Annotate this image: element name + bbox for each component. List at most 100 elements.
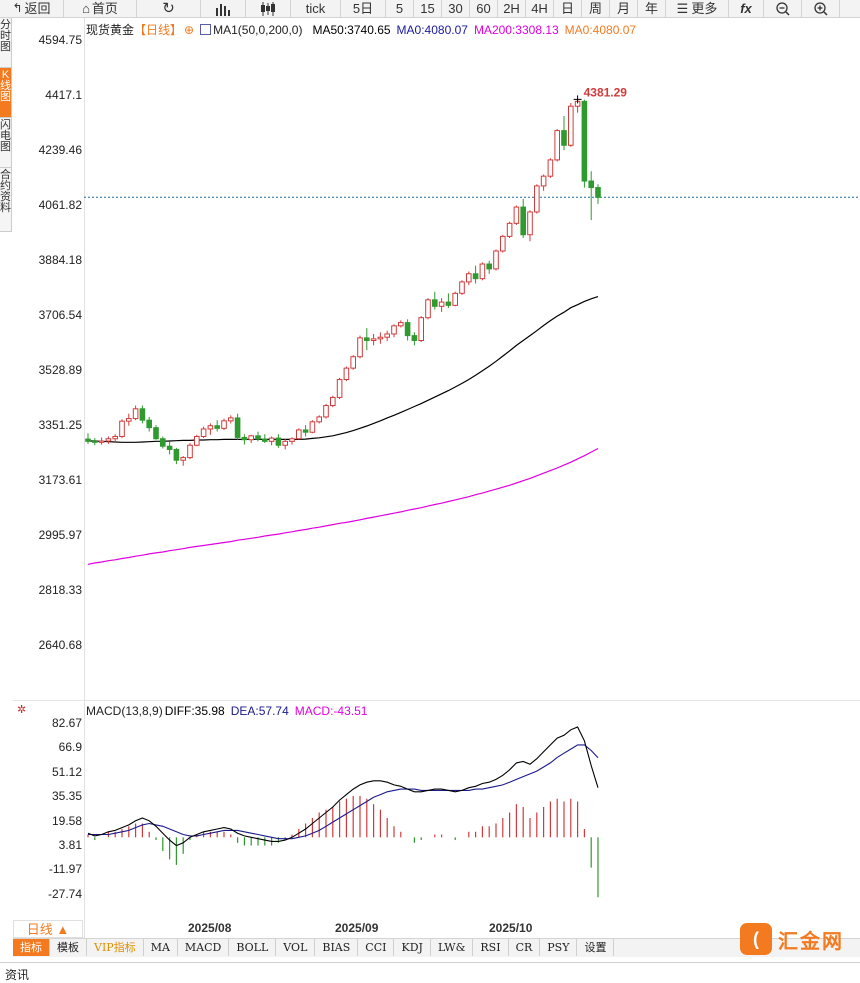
price-tick: 2995.97 — [38, 528, 82, 542]
x-label-aug: 2025/08 — [188, 921, 232, 935]
side-view-switcher: 分时图 K线图 闪电图 合约资料 — [0, 18, 13, 232]
candle-body — [425, 299, 431, 319]
add-indicator-icon[interactable]: ⊕ — [184, 23, 195, 37]
candle-body — [493, 250, 499, 270]
period-60[interactable]: 60 — [470, 0, 498, 17]
zoom-out-icon — [775, 1, 790, 16]
sidebar-item-kline[interactable]: K线图 — [0, 68, 12, 118]
candle-body — [364, 337, 370, 341]
period-tag: 【日线】 — [134, 23, 183, 37]
price-tick: 4061.82 — [38, 198, 82, 212]
tab-boll[interactable]: BOLL — [229, 939, 277, 956]
formula-button[interactable]: fx — [729, 0, 764, 17]
chart-header: 现货黄金【日线】 ⊕ MA1(50,0,200,0) MA50:3740.65 MA0:… — [86, 21, 642, 38]
candle-body — [513, 206, 520, 224]
tab-ma[interactable]: MA — [144, 939, 178, 956]
brand-logo: ( 汇金网 — [740, 922, 852, 956]
menu-icon: ☰ — [676, 1, 689, 16]
candle-body — [187, 444, 193, 459]
price-tick: 3351.25 — [38, 418, 82, 432]
period-week[interactable]: 周 — [582, 0, 610, 17]
macd-tick: 19.58 — [51, 814, 82, 828]
x-label-oct: 2025/10 — [489, 921, 533, 935]
ma-indicator-name[interactable]: MA1(50,0,200,0) — [200, 23, 308, 37]
period-day[interactable]: 日 — [554, 0, 582, 17]
candle-body — [262, 438, 268, 442]
price-tick: 2640.68 — [38, 638, 82, 652]
macd-tick: 66.9 — [58, 740, 82, 754]
refresh-button[interactable]: ↻ — [137, 0, 201, 17]
period-month[interactable]: 月 — [610, 0, 638, 17]
period-2h[interactable]: 2H — [498, 0, 526, 17]
candle-body — [112, 435, 119, 440]
candle-body — [275, 437, 282, 446]
home-icon: ⌂ — [82, 1, 90, 16]
candle-body — [323, 405, 329, 418]
tab-macd[interactable]: MACD — [178, 939, 230, 956]
candle-body — [180, 457, 186, 461]
back-button[interactable]: ↰ 返回 — [0, 0, 64, 17]
macd-settings-icon[interactable]: ✲ — [17, 704, 27, 716]
back-arrow-icon: ↰ — [12, 1, 23, 15]
candle-body — [207, 425, 214, 430]
sidebar-item-timeshare[interactable]: 分时图 — [0, 18, 12, 68]
candlestick-icon — [261, 1, 275, 16]
candle-body — [316, 416, 322, 423]
period-4h[interactable]: 4H — [526, 0, 554, 17]
candle-body — [561, 130, 567, 146]
sidebar-item-flash[interactable]: 闪电图 — [0, 118, 12, 168]
candle-body — [336, 379, 343, 398]
period-year[interactable]: 年 — [638, 0, 666, 17]
candle-body — [520, 206, 527, 236]
macd-header: MACD(13,8,9) DIFF:35.98 DEA:57.74 MACD:-43.… — [86, 704, 373, 718]
ma50-line — [88, 296, 599, 443]
candle-body — [173, 448, 180, 461]
candle-body — [166, 445, 173, 450]
candlestick-button[interactable] — [246, 0, 291, 17]
tab-lw[interactable]: LW& — [431, 939, 474, 956]
bar-chart-button[interactable] — [201, 0, 246, 17]
tab-kdj[interactable]: KDJ — [394, 939, 431, 956]
sidebar-item-contract[interactable]: 合约资料 — [0, 168, 12, 232]
news-tab[interactable]: 资讯 — [5, 968, 30, 982]
tab-vol[interactable]: VOL — [276, 939, 316, 956]
period-15[interactable]: 15 — [414, 0, 442, 17]
tab-cci[interactable]: CCI — [358, 939, 395, 956]
candle-body — [214, 425, 220, 429]
tab-vip[interactable]: VIP指标 — [87, 939, 144, 956]
toolbar: ↰ 返回 ⌂ 首页 ↻ tick 5日 5 15 30 60 2H 4H 日 周 月… — [0, 0, 860, 18]
tab-bias[interactable]: BIAS — [315, 939, 359, 956]
period-selector[interactable]: 日线 ▲ — [13, 920, 83, 938]
tab-settings[interactable]: 设置 — [577, 939, 615, 956]
tab-psy[interactable]: PSY — [540, 939, 578, 956]
macd-dea: DEA:57.74 — [230, 704, 289, 718]
five-day-button[interactable]: 5日 — [341, 0, 386, 17]
home-button[interactable]: ⌂ 首页 — [64, 0, 137, 17]
candle-body — [85, 438, 91, 442]
dea-line — [88, 744, 599, 840]
zoom-out-button[interactable] — [764, 0, 802, 17]
price-tick: 3528.89 — [38, 363, 82, 377]
macd-tick: 3.81 — [58, 838, 82, 852]
tab-template[interactable]: 模板 — [50, 939, 87, 956]
macd-name: MACD(13,8,9) — [86, 704, 163, 718]
news-bar: 资讯 — [0, 962, 860, 982]
zoom-in-icon — [813, 1, 828, 16]
period-30[interactable]: 30 — [442, 0, 470, 17]
candle-body — [119, 420, 125, 437]
more-button[interactable]: ☰ 更多 — [666, 0, 729, 17]
candle-body — [588, 180, 595, 189]
tab-rsi[interactable]: RSI — [473, 939, 509, 956]
candle-body — [146, 419, 152, 429]
period-5[interactable]: 5 — [386, 0, 414, 17]
candle-body — [418, 317, 424, 341]
diff-line — [87, 726, 599, 847]
candle-body — [160, 438, 166, 447]
tick-button[interactable]: tick — [291, 0, 341, 17]
candle-body — [404, 322, 411, 337]
tab-indicators[interactable]: 指标 — [13, 939, 50, 956]
zoom-in-button[interactable] — [802, 0, 840, 17]
price-tick: 3706.54 — [38, 308, 82, 322]
tab-cr[interactable]: CR — [509, 939, 541, 956]
candle-body — [472, 273, 479, 280]
